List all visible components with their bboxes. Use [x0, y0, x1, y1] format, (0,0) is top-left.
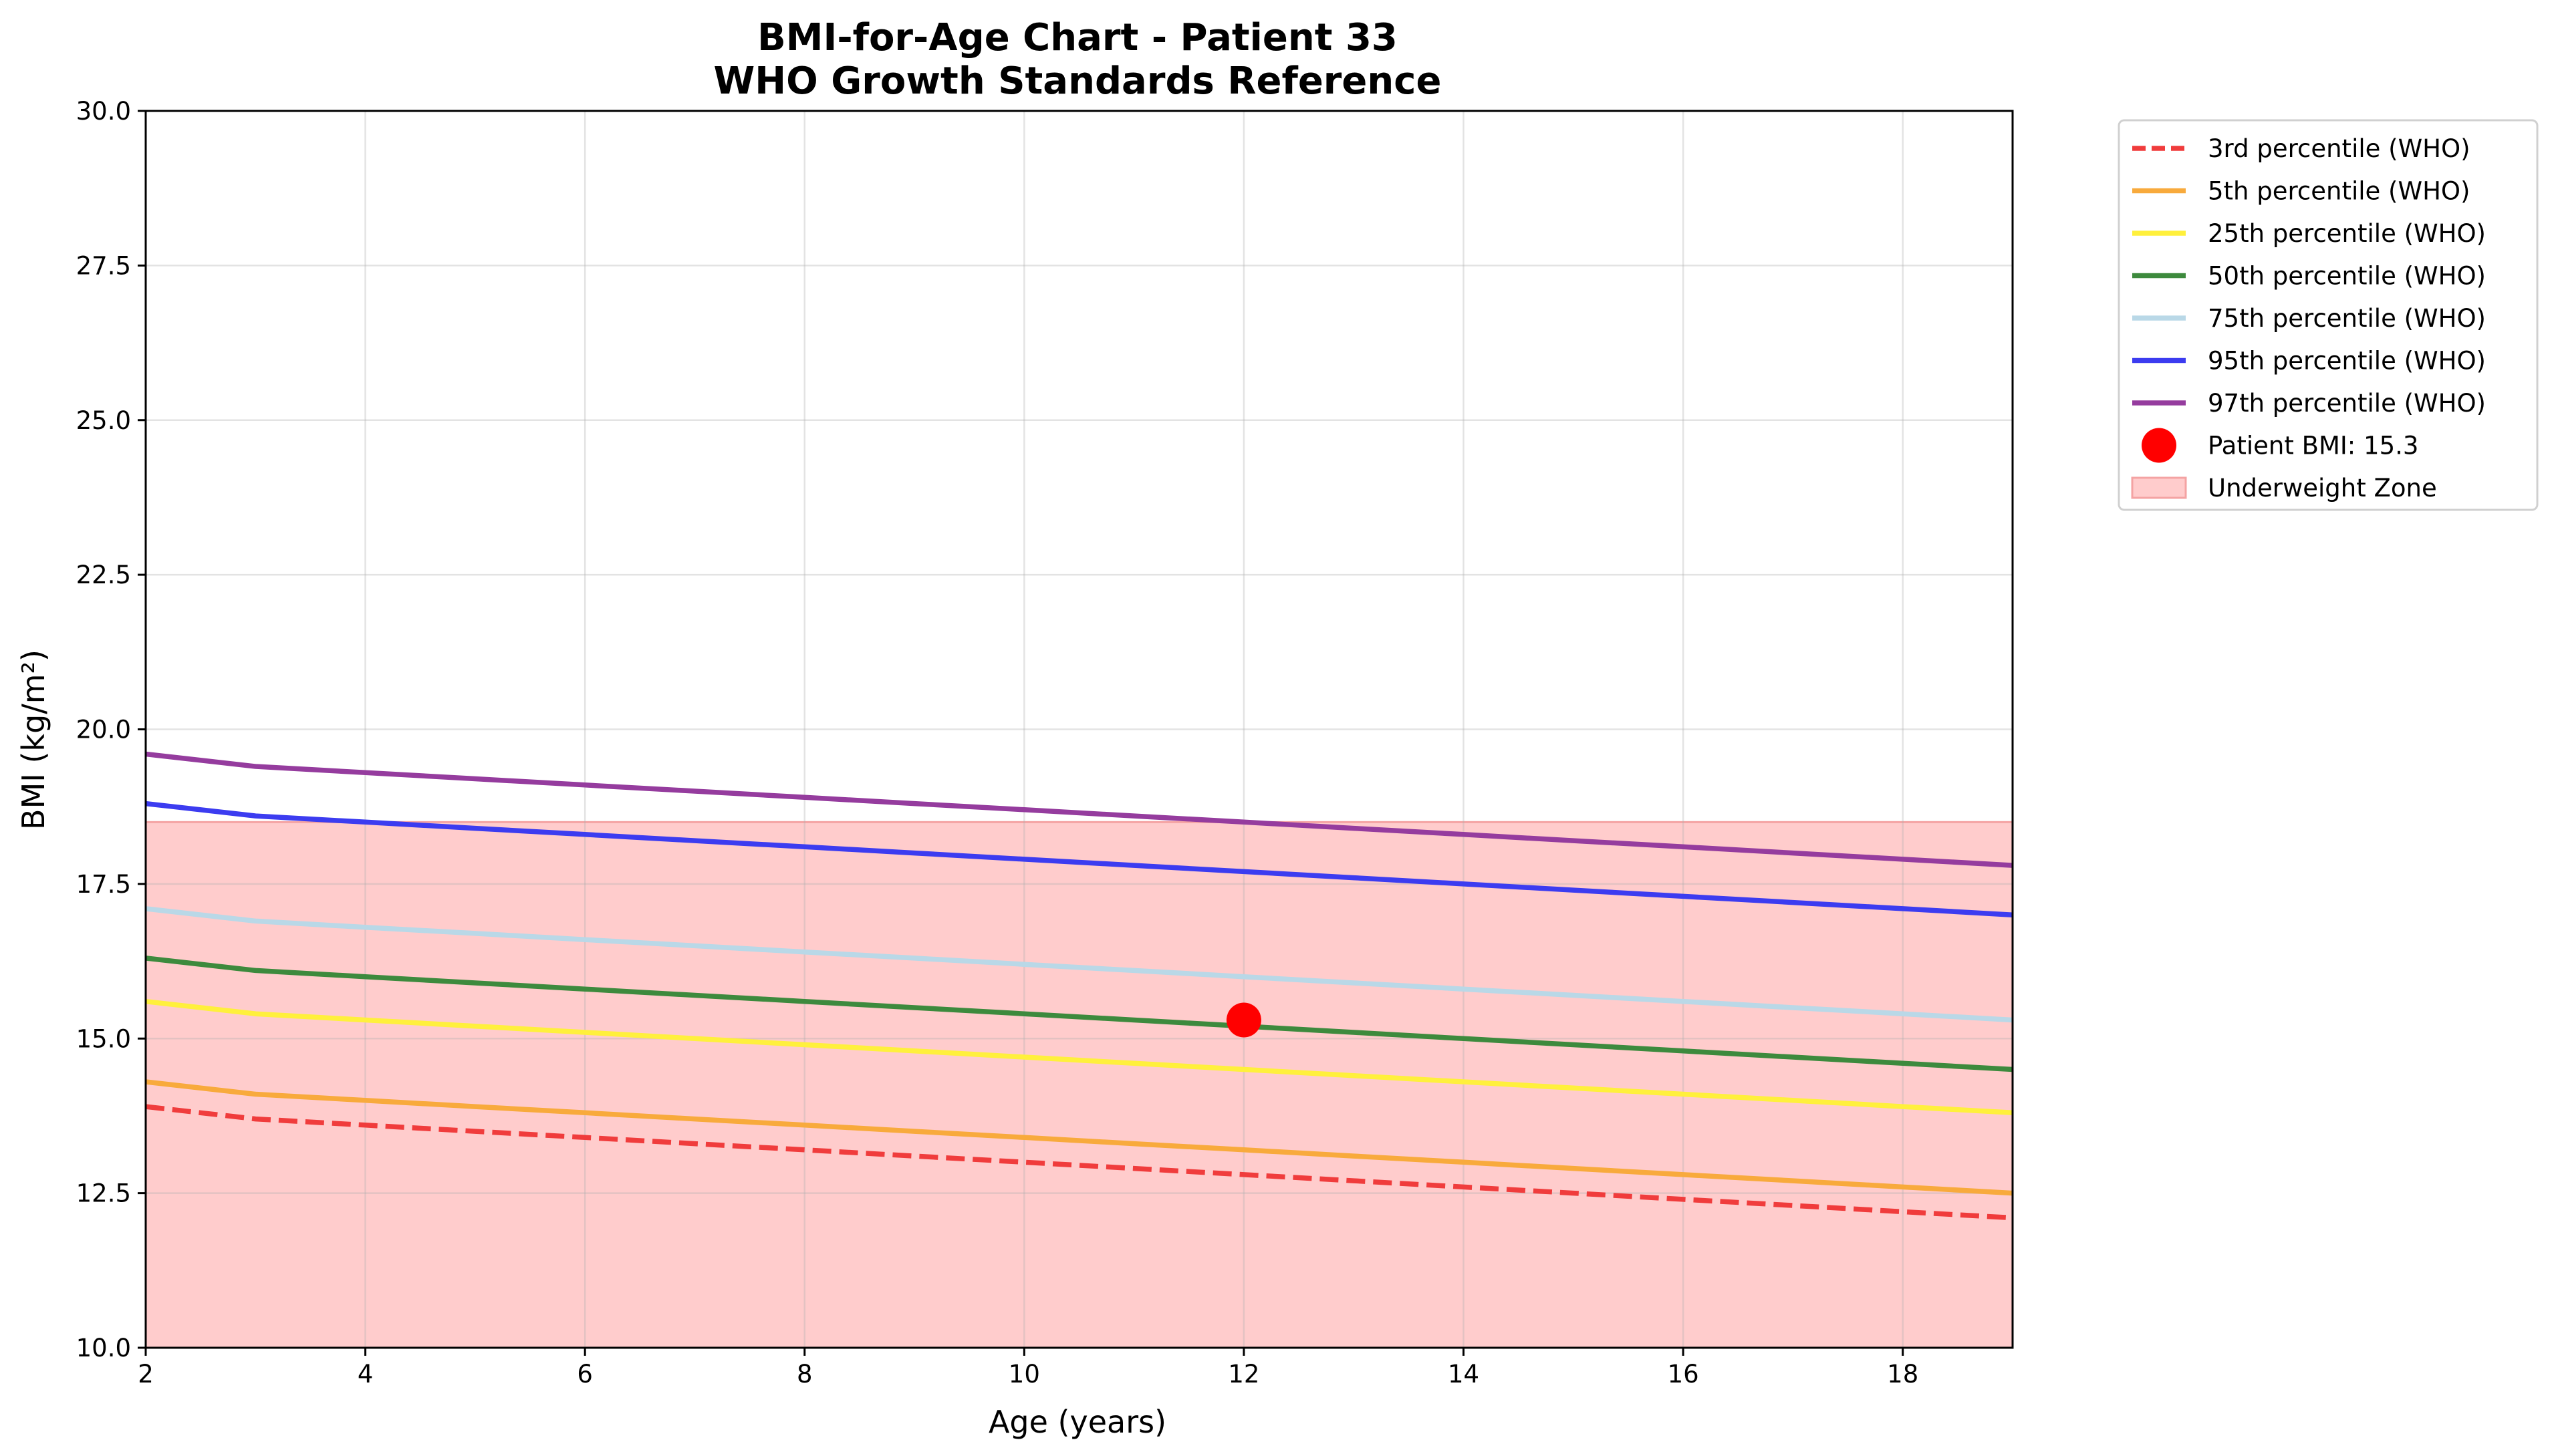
- x-tick-label: 16: [1668, 1360, 1699, 1389]
- x-tick-label: 6: [577, 1360, 593, 1389]
- series-line-5: [145, 906, 2013, 1023]
- series-line-7: [145, 751, 2013, 868]
- legend-label: 75th percentile (WHO): [2208, 304, 2486, 333]
- series-line-4: [145, 956, 2013, 1072]
- legend-swatch-point: [2142, 428, 2176, 463]
- legend-swatch-patch: [2131, 476, 2187, 499]
- series-line-6: [145, 800, 2013, 917]
- legend-label: 5th percentile (WHO): [2208, 177, 2470, 206]
- y-tick-label: 20.0: [76, 716, 131, 744]
- legend-box: [2118, 119, 2539, 511]
- legend: 3rd percentile (WHO) 5th percentile (WHO)…: [2118, 119, 2539, 511]
- underweight-zone: [144, 821, 2014, 1349]
- x-tick-label: 8: [797, 1360, 813, 1389]
- y-tick-label: 30.0: [76, 97, 131, 126]
- patient-bmi-point: [1226, 1002, 1261, 1038]
- chart-title-line-1: BMI-for-Age Chart - Patient 33: [757, 16, 1398, 59]
- x-tick-label: 18: [1887, 1360, 1918, 1389]
- legend-label: 25th percentile (WHO): [2208, 219, 2486, 248]
- y-tick-label: 15.0: [76, 1024, 131, 1053]
- x-tick-label: 2: [138, 1360, 154, 1389]
- legend-label: 3rd percentile (WHO): [2208, 134, 2470, 163]
- x-tick-label: 4: [358, 1360, 374, 1389]
- y-axis-label: BMI (kg/m²): [15, 649, 51, 830]
- y-tick-label: 17.5: [76, 870, 131, 899]
- chart-title-line-2: WHO Growth Standards Reference: [714, 59, 1442, 103]
- series-line-1: [145, 1104, 2013, 1221]
- legend-label: 97th percentile (WHO): [2208, 389, 2486, 418]
- x-axis-label: Age (years): [989, 1404, 1166, 1440]
- legend-label: Underweight Zone: [2208, 474, 2437, 502]
- y-tick-label: 27.5: [76, 251, 131, 280]
- y-tick-label: 25.0: [76, 406, 131, 435]
- y-tick-label: 12.5: [76, 1179, 131, 1208]
- x-tick-label: 10: [1009, 1360, 1040, 1389]
- plot-area: 2 4 6 8 10 12 14 16 18 10.0 12.5 15.0 17.5 20.0 22.5 25…: [76, 97, 2014, 1389]
- legend-label: 95th percentile (WHO): [2208, 347, 2486, 376]
- y-tick-label: 10.0: [76, 1334, 131, 1362]
- y-tick-label: 22.5: [76, 561, 131, 589]
- x-tick-label: 12: [1228, 1360, 1259, 1389]
- series-line-3: [145, 998, 2013, 1116]
- x-tick-label: 14: [1448, 1360, 1479, 1389]
- legend-label: Patient BMI: 15.3: [2208, 432, 2418, 460]
- series-line-2: [145, 1079, 2013, 1196]
- legend-label: 50th percentile (WHO): [2208, 262, 2486, 291]
- chart-title: BMI-for-Age Chart - Patient 33 WHO Growt…: [714, 16, 1442, 103]
